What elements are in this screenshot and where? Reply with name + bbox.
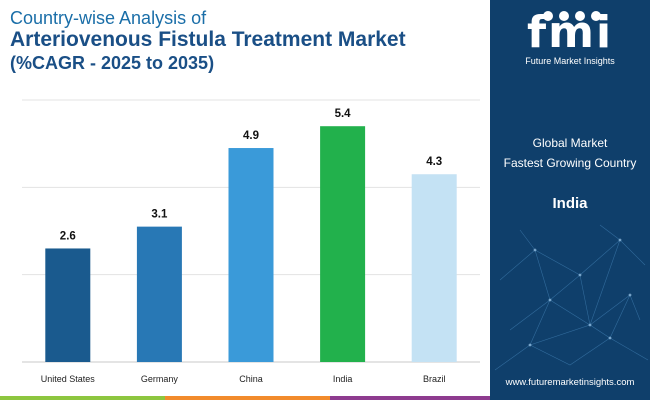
title-line-1: Country-wise Analysis of — [10, 8, 207, 28]
x-tick-label: Germany — [141, 374, 179, 384]
logo-icons — [536, 8, 608, 22]
data-label: 4.3 — [426, 156, 442, 168]
website-url[interactable]: www.futuremarketinsights.com — [505, 377, 635, 388]
brand-name: Future Market Insights — [525, 56, 615, 66]
title-line-3: (%CAGR - 2025 to 2035) — [10, 53, 215, 73]
x-tick-label: Brazil — [423, 374, 446, 384]
bar — [45, 248, 91, 362]
x-tick-label: United States — [41, 374, 96, 384]
bar — [136, 226, 182, 362]
data-label: 2.6 — [60, 230, 76, 242]
data-label: 3.1 — [151, 209, 168, 221]
brand-logo: fmi Future Market Insights — [490, 6, 650, 76]
data-label: 4.9 — [243, 130, 259, 142]
x-tick-label: China — [239, 374, 263, 384]
global-market-label: Global Market — [532, 136, 608, 150]
chart-header: Country-wise Analysis of Arteriovenous F… — [10, 8, 490, 74]
fastest-growing-label: Fastest Growing Country — [503, 156, 637, 170]
bottom-color-bar — [0, 396, 490, 400]
bar — [228, 148, 274, 362]
side-panel: fmi Future Market Insights Global Market… — [490, 0, 650, 400]
bar — [411, 174, 457, 362]
x-tick-label: India — [333, 374, 353, 384]
title-line-2: Arteriovenous Fistula Treatment Market — [10, 28, 406, 51]
fastest-growing-country: India — [552, 195, 588, 212]
data-label: 5.4 — [335, 108, 352, 120]
bar-chart: 2.6 United States 3.1 Germany 4.9 China 5.4 Ind… — [22, 99, 480, 384]
network-decoration — [494, 224, 649, 371]
bar — [320, 126, 366, 362]
